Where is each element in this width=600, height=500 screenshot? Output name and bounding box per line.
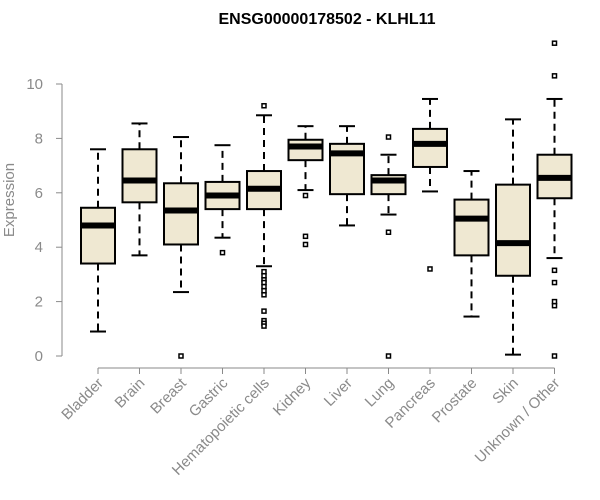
x-label-lung: Lung — [362, 375, 398, 411]
x-label-bladder: Bladder — [58, 375, 107, 424]
outlier-point-7 — [261, 292, 267, 298]
box-iqr — [287, 138, 324, 162]
box-liver — [329, 125, 365, 227]
x-label-brain: Brain — [112, 375, 149, 412]
x-label-prostate: Prostate — [429, 375, 481, 427]
x-label-breast: Breast — [147, 374, 190, 417]
box-prostate — [453, 170, 490, 318]
outlier-point-1 — [302, 233, 309, 240]
outlier-point-0 — [219, 249, 226, 256]
box-iqr — [121, 148, 158, 204]
outlier-point-11 — [261, 323, 267, 329]
y-tick-label-1: 2 — [35, 294, 43, 311]
box-iqr — [163, 182, 199, 246]
outlier-point-1 — [551, 73, 558, 79]
y-tick-label-4: 8 — [35, 130, 43, 147]
box-unknown-other — [536, 40, 573, 359]
outlier-point-0 — [551, 40, 558, 46]
outlier-point-6 — [551, 353, 558, 359]
outlier-point-2 — [385, 353, 392, 359]
outlier-point-8 — [261, 308, 267, 314]
axes: 0 2 4 6 8 10 — [26, 76, 555, 374]
outlier-point-1 — [385, 229, 392, 235]
box-iqr — [80, 206, 116, 265]
box-gastric — [204, 144, 241, 256]
outlier-point-3 — [551, 279, 558, 286]
box-kidney — [287, 125, 324, 248]
box-iqr — [495, 183, 531, 277]
box-brain — [121, 122, 158, 257]
box-pancreas — [412, 97, 448, 272]
box-skin — [495, 118, 531, 356]
outlier-point-0 — [385, 134, 392, 140]
box-iqr — [412, 127, 448, 168]
boxes — [80, 40, 573, 359]
x-label-liver: Liver — [321, 375, 356, 410]
box-lung — [370, 134, 407, 359]
box-hematopoietic-cells — [246, 103, 282, 329]
outlier-point-2 — [551, 267, 558, 274]
box-bladder — [80, 148, 116, 333]
outlier-point-0 — [427, 266, 433, 272]
outlier-point-0 — [302, 192, 309, 199]
outlier-point-0 — [261, 103, 267, 109]
y-axis-label: Expression — [1, 163, 18, 237]
outlier-point-5 — [551, 302, 558, 309]
box-breast — [163, 136, 199, 359]
box-iqr — [453, 198, 490, 257]
outlier-point-2 — [302, 241, 309, 248]
y-tick-label-0: 0 — [35, 348, 43, 365]
y-tick-label-5: 10 — [26, 76, 43, 93]
chart-title: ENSG00000178502 - KLHL11 — [218, 11, 435, 28]
outlier-point-0 — [178, 353, 184, 359]
y-tick-label-2: 4 — [35, 239, 43, 256]
y-tick-label-3: 6 — [35, 185, 43, 202]
x-label-skin: Skin — [489, 375, 522, 408]
x-label-kidney: Kidney — [270, 374, 315, 419]
